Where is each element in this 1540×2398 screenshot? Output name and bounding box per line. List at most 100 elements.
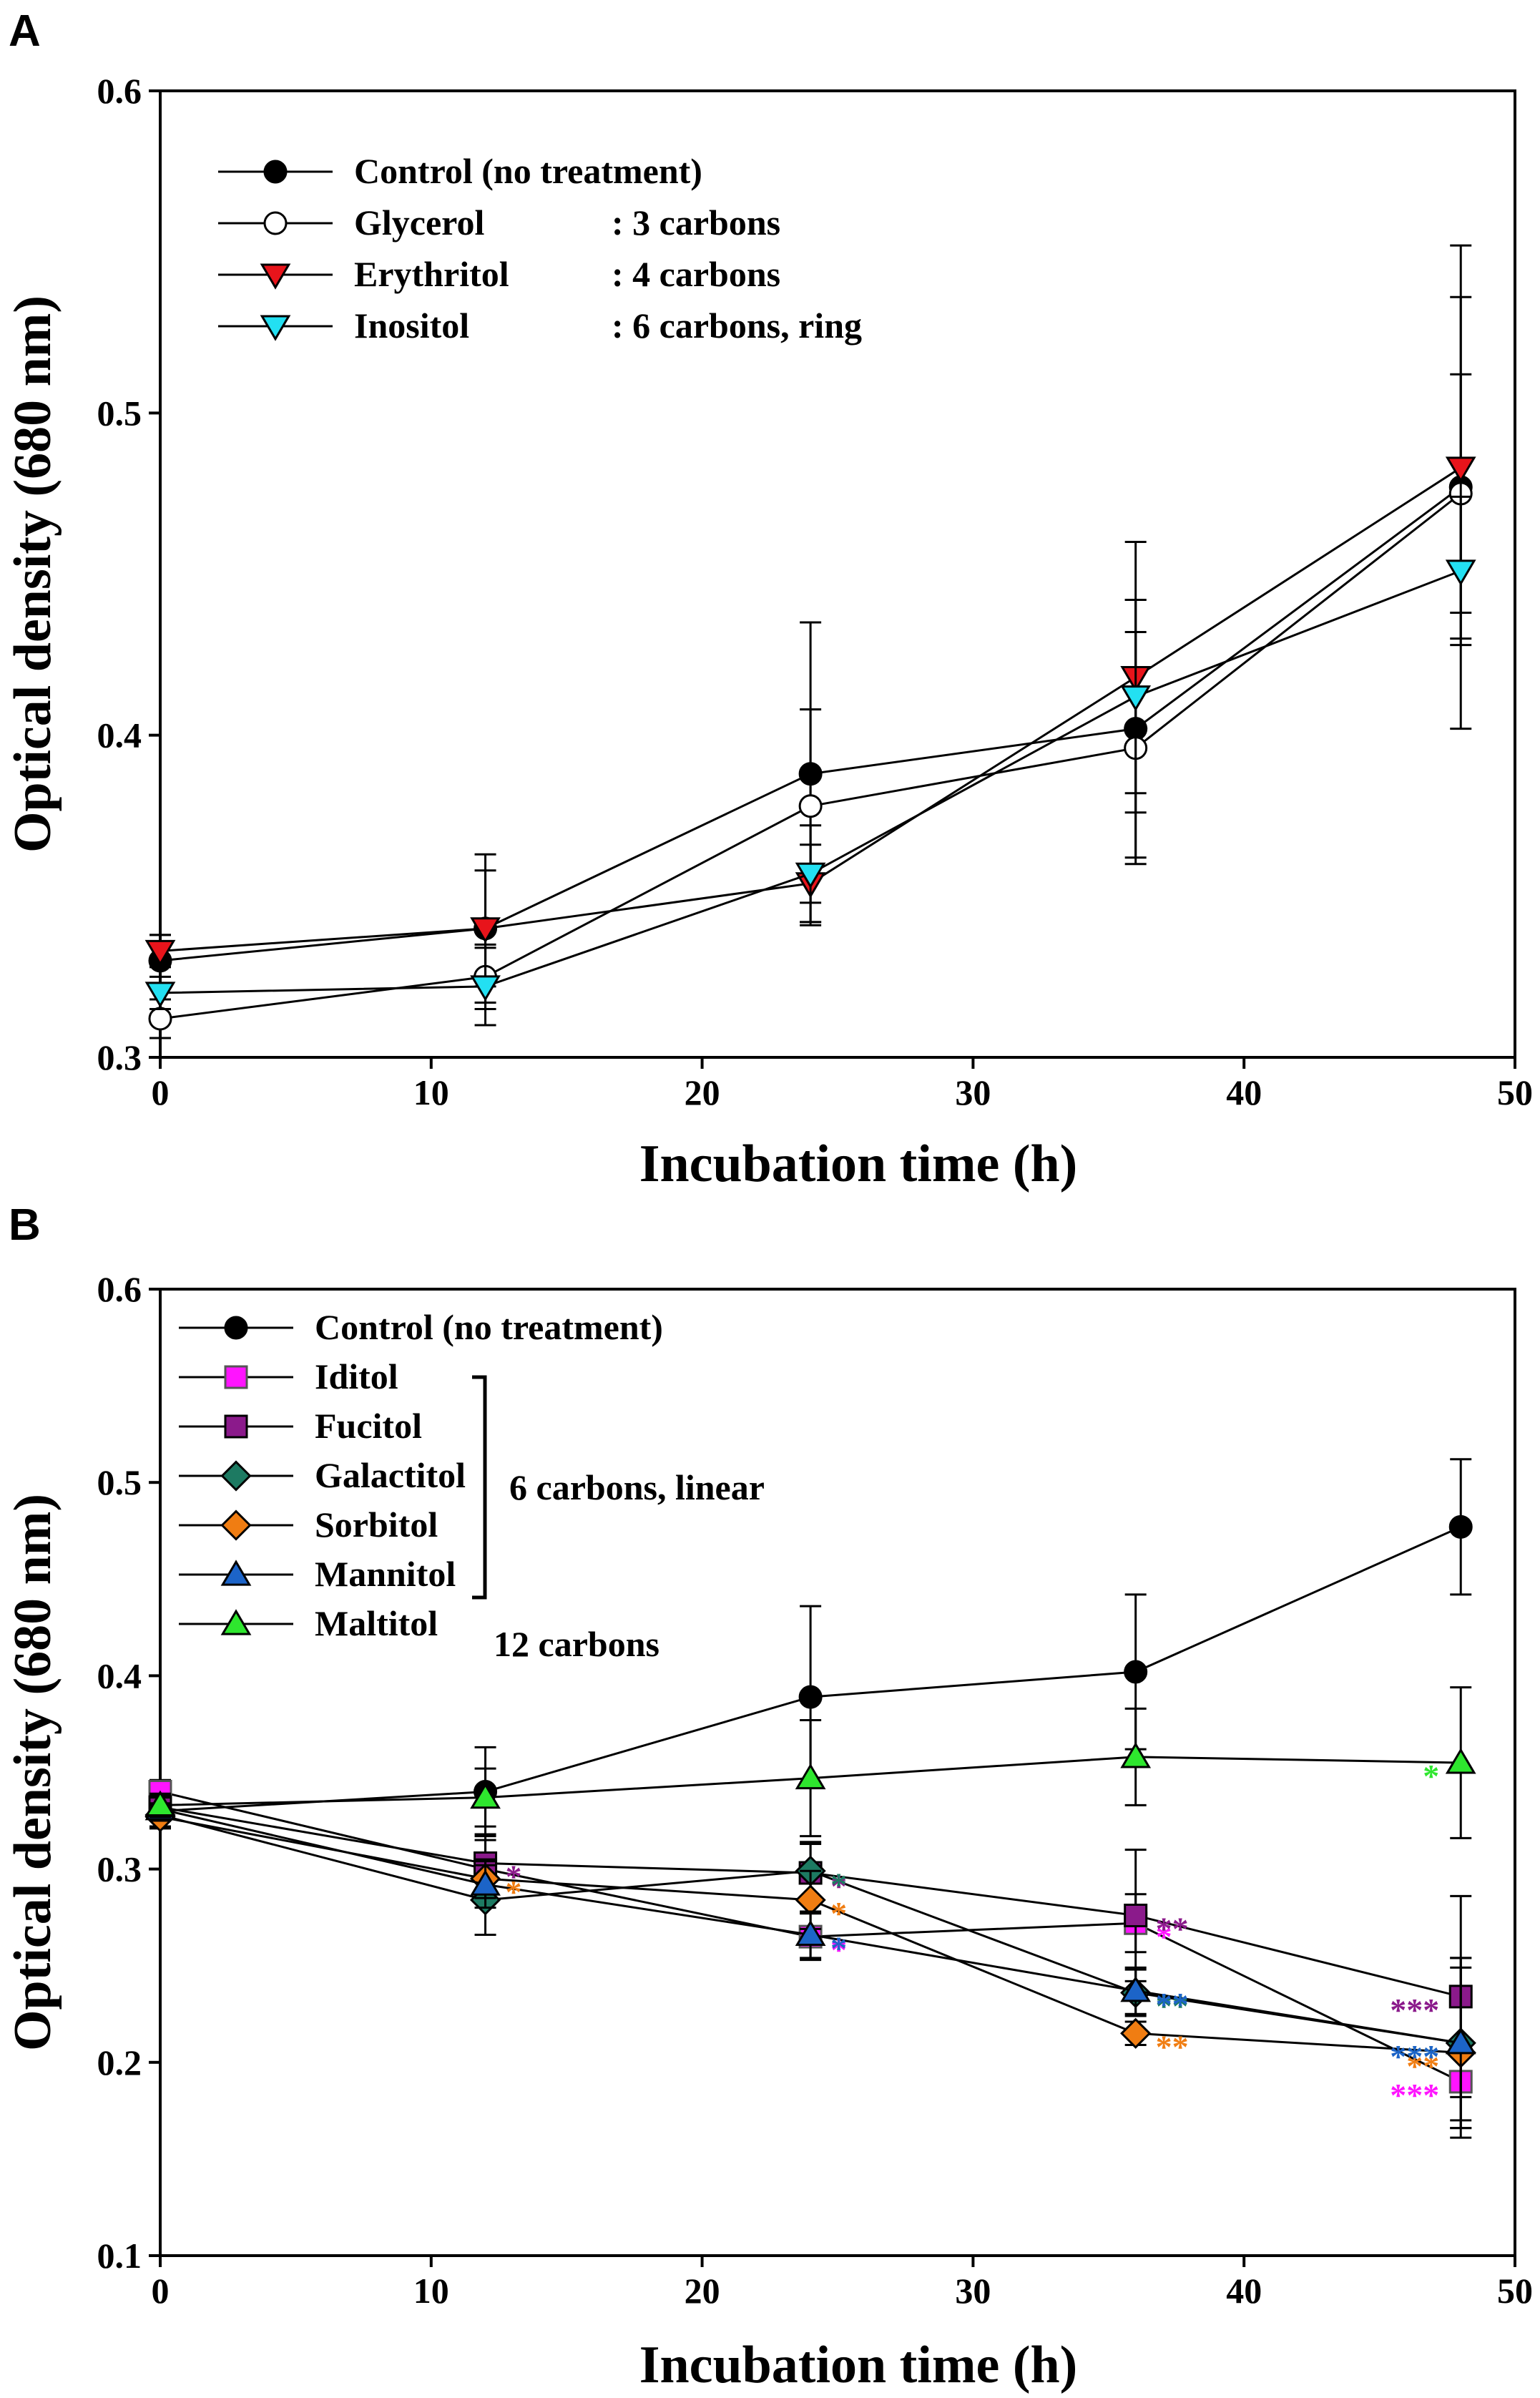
b-legend-label-mannitol: Mannitol	[315, 1554, 456, 1594]
b-point-control	[798, 1685, 823, 1709]
panel-b-axes: 0 10 20 30 40 50 0.1 0.2 0.3 0.4 0.5 0.6	[97, 1269, 1534, 2311]
a-point-inositol	[1445, 559, 1476, 586]
a-legend-label-erythritol: Erythritol	[354, 254, 509, 294]
a-point-erythritol	[1445, 456, 1476, 483]
a-x-tick-label: 10	[413, 1072, 449, 1112]
b-significance-fucitol: *	[506, 1858, 522, 1894]
panel-a-series	[144, 244, 1476, 1039]
a-point-glycerol	[798, 794, 823, 818]
b-point-maltitol	[1445, 1748, 1476, 1774]
b-significance-sorbitol: *	[506, 1874, 522, 1910]
b-point-maltitol	[144, 1790, 176, 1816]
a-point-inositol	[795, 862, 826, 889]
b-legend-label-control: Control (no treatment)	[315, 1307, 663, 1347]
b-legend-marker-sorbitol	[220, 1509, 252, 1541]
panel-b-legend: Control (no treatment) Iditol Fucitol Galac…	[179, 1307, 765, 1664]
a-legend-label-control: Control (no treatment)	[354, 151, 702, 191]
b-significance-maltitol: *	[1423, 1758, 1439, 1794]
b-y-tick-label: 0.3	[97, 1849, 142, 1889]
a-legend-note-erythritol: : 4 carbons	[612, 254, 780, 294]
a-legend-label-glycerol: Glycerol	[354, 202, 484, 243]
b-significance-iditol: ***	[1390, 2077, 1439, 2113]
b-legend-marker-galactitol	[220, 1460, 252, 1492]
b-significance-annotations: * ***** ************************	[506, 1758, 1440, 2113]
b-legend-bracket	[472, 1375, 487, 1600]
b-x-tick-label: 10	[413, 2271, 449, 2311]
b-significance-sorbitol: **	[1406, 2047, 1439, 2084]
b-legend-label-sorbitol: Sorbitol	[315, 1504, 438, 1545]
b-legend-marker-mannitol	[220, 1560, 252, 1586]
panel-a-y-axis-label: Optical density (680 nm)	[4, 295, 62, 853]
b-point-mannitol	[470, 1869, 501, 1896]
b-legend-label-fucitol: Fucitol	[315, 1406, 422, 1446]
b-legend-marker-maltitol	[220, 1609, 252, 1635]
panel-a-letter: A	[9, 6, 41, 56]
panel-b-letter: B	[9, 1200, 41, 1250]
b-significance-galactitol: **	[1406, 2038, 1439, 2075]
b-x-tick-label: 20	[685, 2271, 720, 2311]
a-x-tick-label: 50	[1497, 1072, 1533, 1112]
b-plot-frame	[159, 1288, 1516, 2257]
b-legend-marker-fucitol	[224, 1414, 248, 1439]
b-point-control	[1124, 1660, 1148, 1684]
a-legend-note-inositol: : 6 carbons, ring	[612, 305, 862, 346]
b-significance-fucitol: **	[1156, 1910, 1189, 1947]
b-y-tick-label: 0.1	[97, 2236, 142, 2276]
panel-b-x-axis-label: Incubation time (h)	[639, 2336, 1078, 2394]
b-significance-mannitol: ***	[1390, 2038, 1439, 2075]
a-x-tick-label: 40	[1226, 1072, 1262, 1112]
panel-b-series: * ***** ************************	[144, 1458, 1476, 2139]
b-x-tick-label: 0	[152, 2271, 170, 2311]
b-x-tick-label: 30	[955, 2271, 991, 2311]
a-point-inositol	[144, 982, 176, 1008]
b-point-maltitol	[1120, 1742, 1152, 1768]
a-point-inositol	[1120, 685, 1152, 712]
panel-a-x-axis-label: Incubation time (h)	[639, 1135, 1078, 1193]
b-group-label-linear: 6 carbons, linear	[509, 1467, 765, 1507]
b-group-label-maltitol: 12 carbons	[494, 1624, 659, 1664]
b-point-mannitol	[1120, 1976, 1152, 2002]
a-series-inositol	[144, 495, 1476, 1027]
b-legend-label-maltitol: Maltitol	[315, 1603, 438, 1643]
b-point-maltitol	[795, 1763, 826, 1790]
a-y-tick-label: 0.4	[97, 715, 142, 755]
a-x-tick-label: 0	[152, 1072, 170, 1112]
b-legend-marker-control	[224, 1316, 248, 1340]
a-x-tick-label: 30	[955, 1072, 991, 1112]
panel-b: B Optical density (680 nm) Incubation ti…	[4, 1200, 1533, 2394]
b-point-mannitol	[795, 1919, 826, 1947]
b-point-mannitol	[1445, 2028, 1476, 2055]
b-legend-label-galactitol: Galactitol	[315, 1455, 466, 1495]
panel-a: A Optical density (680 nm) Incubation ti…	[4, 6, 1533, 1193]
b-y-tick-label: 0.5	[97, 1462, 142, 1502]
panel-a-axes: 0 10 20 30 40 50 0.3 0.4 0.5 0.6	[97, 71, 1534, 1112]
a-y-tick-label: 0.6	[97, 71, 142, 111]
b-x-tick-label: 40	[1226, 2271, 1262, 2311]
b-point-control	[1448, 1514, 1473, 1539]
b-significance-galactitol: *	[830, 1866, 847, 1902]
b-significance-galactitol: **	[1156, 1988, 1189, 2025]
a-point-erythritol	[144, 939, 176, 966]
a-legend-note-glycerol: : 3 carbons	[612, 202, 780, 243]
a-legend-marker-inositol	[260, 315, 291, 341]
b-x-tick-label: 50	[1497, 2271, 1533, 2311]
b-point-sorbitol	[1120, 2017, 1152, 2049]
b-significance-sorbitol: **	[1156, 2028, 1189, 2065]
a-y-tick-label: 0.3	[97, 1037, 142, 1077]
b-significance-mannitol: *	[830, 1929, 847, 1966]
a-legend-marker-control	[263, 160, 288, 184]
a-point-erythritol	[470, 917, 501, 944]
b-legend-marker-iditol	[224, 1365, 248, 1389]
a-x-tick-label: 20	[685, 1072, 720, 1112]
a-y-tick-label: 0.5	[97, 393, 142, 433]
b-significance-fucitol: ***	[1390, 1992, 1439, 2028]
panel-a-legend: Control (no treatment) Glycerol : 3 carbon…	[218, 151, 862, 346]
b-y-tick-label: 0.4	[97, 1655, 142, 1695]
b-y-tick-label: 0.6	[97, 1269, 142, 1309]
a-legend-label-inositol: Inositol	[354, 305, 469, 346]
b-significance-iditol: *	[830, 1932, 847, 1968]
b-significance-mannitol: **	[1156, 1986, 1189, 2022]
b-significance-iditol: *	[1156, 1918, 1172, 1954]
